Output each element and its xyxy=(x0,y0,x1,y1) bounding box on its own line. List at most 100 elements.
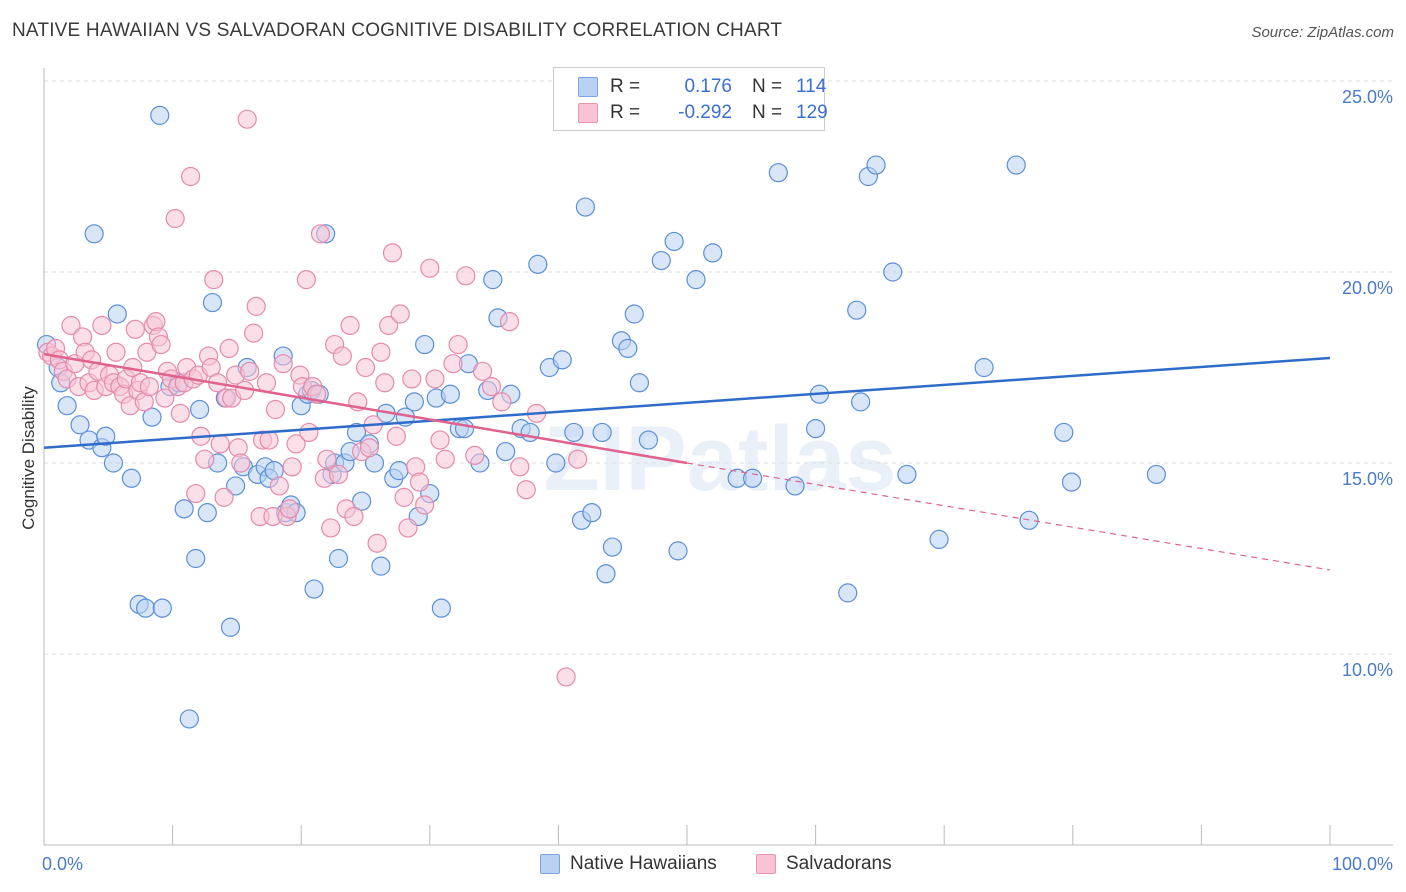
data-point xyxy=(328,548,349,569)
data-point xyxy=(181,166,201,187)
data-point xyxy=(390,304,410,324)
data-point xyxy=(197,503,217,523)
data-point xyxy=(483,270,503,290)
data-point xyxy=(259,430,279,450)
r-label: R = xyxy=(610,102,641,123)
data-point xyxy=(165,208,185,229)
data-point xyxy=(897,464,917,485)
data-point xyxy=(618,338,638,358)
data-point xyxy=(805,419,826,439)
data-point xyxy=(866,155,886,175)
data-point xyxy=(121,468,142,488)
legend-item-native-hawaiians[interactable]: Native Hawaiians xyxy=(540,852,717,876)
y-tick-label: 25.0% xyxy=(1342,87,1393,107)
data-point xyxy=(686,270,706,290)
axes xyxy=(43,68,1393,846)
data-point xyxy=(575,197,596,217)
watermark: ZIPatlas xyxy=(544,408,897,510)
data-point xyxy=(195,449,215,469)
n-value: 114 xyxy=(796,76,827,97)
trend-line-native-hawaiians xyxy=(43,356,1331,449)
legend-item-salvadorans[interactable]: Salvadorans xyxy=(756,852,892,876)
data-point xyxy=(70,415,90,435)
data-point xyxy=(355,357,376,378)
data-point xyxy=(246,296,266,316)
data-point xyxy=(592,422,612,443)
stats-row-salvadorans: R = -0.292 N = 129 xyxy=(578,101,828,125)
data-point xyxy=(851,392,871,412)
data-point xyxy=(1061,472,1082,492)
data-point xyxy=(582,503,602,523)
data-point xyxy=(404,392,424,412)
trend-lines xyxy=(43,352,1331,571)
data-point xyxy=(430,430,450,450)
data-point xyxy=(624,304,644,324)
y-tick-label: 20.0% xyxy=(1342,278,1393,298)
data-point xyxy=(152,598,172,618)
data-point xyxy=(510,457,530,477)
data-point xyxy=(402,369,422,389)
data-point xyxy=(179,709,199,729)
data-point xyxy=(847,300,867,320)
data-point xyxy=(273,354,293,374)
data-point xyxy=(431,598,451,618)
data-point xyxy=(638,430,659,450)
data-point xyxy=(220,617,241,637)
legend-swatch-pink xyxy=(756,854,776,874)
data-point xyxy=(265,399,286,420)
data-point xyxy=(415,334,435,355)
data-point xyxy=(210,434,230,454)
n-label: N = xyxy=(752,76,783,97)
data-point xyxy=(214,487,234,507)
data-point xyxy=(135,598,156,618)
data-point xyxy=(386,426,406,446)
data-point xyxy=(190,399,210,420)
data-point xyxy=(106,342,126,362)
data-point xyxy=(1006,155,1026,175)
y-tick-label: 15.0% xyxy=(1342,469,1393,489)
data-point xyxy=(472,361,493,381)
data-point xyxy=(139,377,160,397)
chart-title: NATIVE HAWAIIAN VS SALVADORAN COGNITIVE … xyxy=(12,20,783,41)
data-point xyxy=(415,495,435,515)
data-point xyxy=(838,583,858,603)
data-point xyxy=(332,346,352,366)
data-point xyxy=(352,491,372,511)
r-label: R = xyxy=(610,76,641,97)
data-point xyxy=(96,426,116,446)
stats-row-native-hawaiians: R = 0.176 N = 114 xyxy=(578,75,826,99)
data-point xyxy=(564,422,584,443)
data-point xyxy=(244,323,264,343)
data-point xyxy=(1146,464,1166,485)
data-point xyxy=(379,315,399,336)
data-point xyxy=(107,304,127,324)
legend-label: Salvadorans xyxy=(786,853,892,874)
data-point xyxy=(394,487,414,507)
data-point xyxy=(359,438,379,458)
data-point xyxy=(186,483,206,504)
data-point xyxy=(286,434,306,454)
data-point xyxy=(299,422,319,443)
data-point xyxy=(664,231,684,252)
data-point xyxy=(552,350,572,370)
n-label: N = xyxy=(752,102,783,123)
data-point xyxy=(367,533,387,553)
trend-line-salvadorans xyxy=(43,352,688,465)
data-point xyxy=(57,396,77,416)
swatch-pink xyxy=(578,103,598,123)
data-point xyxy=(202,292,223,313)
source-credit: Source: ZipAtlas.com xyxy=(1251,24,1394,41)
data-point xyxy=(103,453,124,473)
trend-line-salvadorans-extrapolated xyxy=(686,462,1331,571)
data-point xyxy=(435,449,455,469)
data-point xyxy=(92,315,112,336)
data-point xyxy=(150,105,170,125)
data-point xyxy=(344,506,364,527)
data-point xyxy=(375,373,395,393)
r-value: -0.292 xyxy=(678,102,732,123)
data-point xyxy=(742,468,763,488)
data-point xyxy=(409,472,430,492)
data-point xyxy=(568,449,588,469)
data-point xyxy=(602,537,623,557)
